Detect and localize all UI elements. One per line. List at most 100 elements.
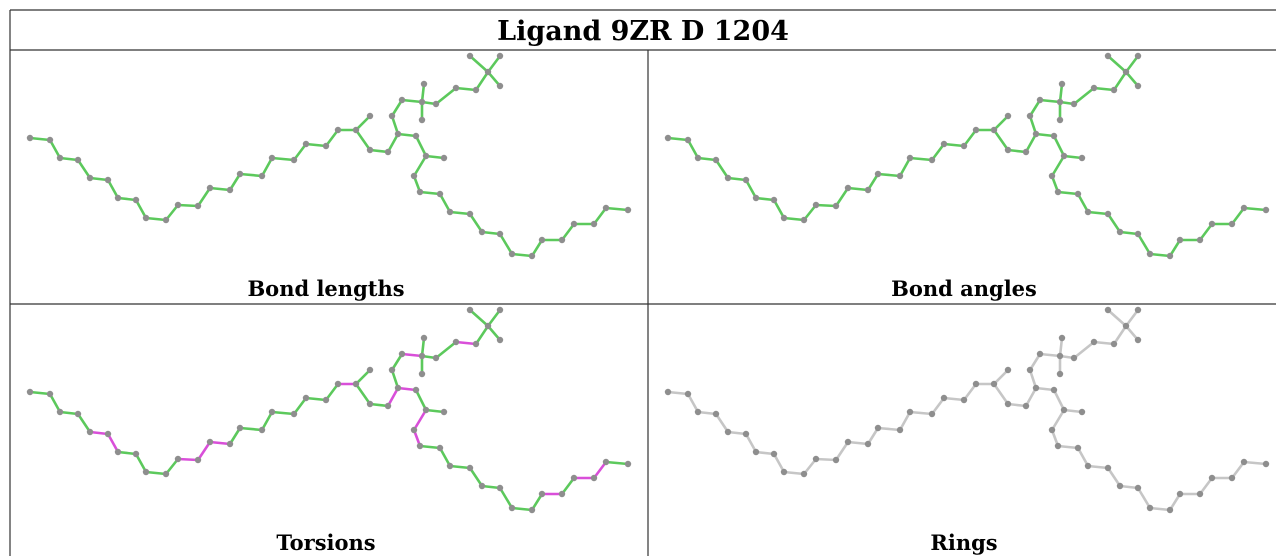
atom-dot [864,440,872,448]
atom-dot [416,188,424,196]
bond-line [400,98,424,104]
bond-line [898,410,912,432]
atom-dot [466,306,474,314]
atom-dot [1262,460,1270,468]
bond-line [1024,386,1038,408]
atom-dot [46,136,54,144]
atom-dot [436,444,444,452]
atom-dot [74,410,82,418]
atom-dot [412,386,420,394]
atom-dot [268,408,276,416]
bond-line [304,142,328,148]
bond-line [434,86,458,106]
bond-line [560,222,576,242]
bond-line [468,212,484,234]
bond-line [992,368,1010,386]
bond-line [560,476,576,496]
bond-line [468,308,490,328]
bond-line [486,54,502,74]
atom-dot [478,228,486,236]
atom-dot [384,148,392,156]
atom-dot [388,366,396,374]
bond-line [270,156,296,162]
atom-dot [422,152,430,160]
atom-dot [366,366,374,374]
atom-dot [742,176,750,184]
bond-line [260,410,274,432]
atom-dot [1026,112,1034,120]
atom-dot [1036,350,1044,358]
atom-dot [684,136,692,144]
atom-dot [694,408,702,416]
atom-dot [496,336,504,344]
bond-line [414,388,428,412]
atom-dot [602,204,610,212]
bond-line [468,54,490,74]
bond-line [962,382,978,402]
bond-line [876,426,902,432]
atom-dot [418,370,426,378]
atom-dot [74,156,82,164]
atom-dot [440,154,448,162]
bond-line [304,396,328,402]
atom-dot [1054,188,1062,196]
bond-line [438,446,452,468]
bond-line [714,158,730,180]
bond-line [1072,340,1096,360]
bond-line [1076,446,1090,468]
atom-dot [388,112,396,120]
atom-dot [26,388,34,396]
bond-line [604,206,630,212]
bond-line [400,352,424,358]
atom-dot [770,450,778,458]
atom-dot [1240,458,1248,466]
atom-dot [466,464,474,472]
atom-dot [1054,442,1062,450]
atom-dot [558,236,566,244]
bond-line [1076,192,1090,214]
atom-dot [410,426,418,434]
bond-line [238,172,264,178]
bond-line [164,203,180,222]
atom-dot [800,470,808,478]
atom-dot [990,126,998,134]
atom-dot [46,390,54,398]
atom-dot [1104,464,1112,472]
atom-dot [1004,112,1012,120]
bond-line [1112,70,1128,92]
bond-line [1106,212,1122,234]
atom-dot [1074,190,1082,198]
bond-line [324,382,340,402]
atom-dot [1110,340,1118,348]
atom-dot [1074,444,1082,452]
atom-dot [570,220,578,228]
bond-line [1038,98,1062,104]
atom-dot [1196,490,1204,498]
atom-dot [472,86,480,94]
atom-dot [162,216,170,224]
atom-dot [484,322,492,330]
atom-dot [1078,154,1086,162]
atom-dot [496,484,504,492]
bond-line [802,203,818,222]
atom-dot [624,206,632,214]
bond-line [454,86,478,92]
bond-line [28,390,52,396]
atom-dot [1050,386,1058,394]
bond-line [1086,464,1110,470]
atom-dot [322,142,330,150]
atom-dot [528,506,536,514]
atom-dot [1104,306,1112,314]
bond-line [474,324,490,346]
atom-dot [832,202,840,210]
bond-line [1106,308,1128,328]
atom-dot [1090,338,1098,346]
atom-dot [432,354,440,362]
bond-line [814,457,838,462]
atom-dot [418,116,426,124]
atom-dot [1134,336,1142,344]
atom-dot [972,126,980,134]
atom-dot [990,380,998,388]
bond-line [438,192,452,214]
bond-line [1230,460,1246,480]
